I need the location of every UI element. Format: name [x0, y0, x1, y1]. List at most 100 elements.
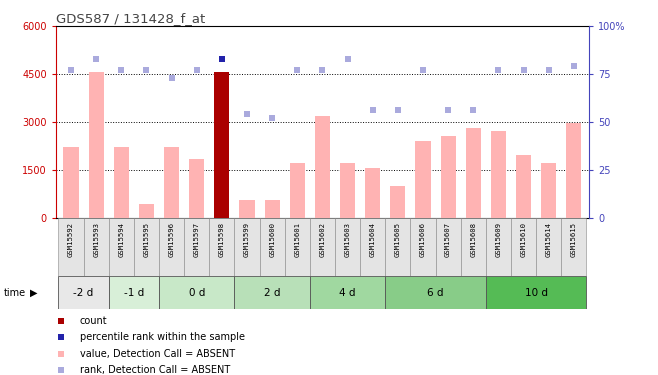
Bar: [386, 276, 486, 309]
Point: [166, 75, 177, 81]
Bar: [134, 217, 159, 276]
Text: GSM15614: GSM15614: [545, 222, 551, 256]
Bar: [486, 217, 511, 276]
Point: [367, 107, 378, 113]
Bar: [390, 186, 405, 218]
Point: [56, 351, 66, 357]
Point: [393, 107, 403, 113]
Text: GSM15606: GSM15606: [420, 222, 426, 256]
Text: GSM15592: GSM15592: [68, 222, 74, 256]
Point: [418, 67, 428, 73]
Bar: [109, 217, 134, 276]
Text: GSM15609: GSM15609: [495, 222, 501, 256]
Bar: [209, 217, 234, 276]
Text: value, Detection Call = ABSENT: value, Detection Call = ABSENT: [80, 349, 235, 358]
Text: GSM15615: GSM15615: [571, 222, 577, 256]
Bar: [215, 72, 230, 217]
Text: GSM15603: GSM15603: [345, 222, 351, 256]
Bar: [84, 217, 109, 276]
Text: percentile rank within the sample: percentile rank within the sample: [80, 332, 245, 342]
Text: GSM15595: GSM15595: [143, 222, 149, 256]
Text: 4 d: 4 d: [340, 288, 356, 297]
Bar: [536, 217, 561, 276]
Point: [544, 67, 554, 73]
Bar: [265, 200, 280, 217]
Text: GSM15610: GSM15610: [520, 222, 526, 256]
Bar: [159, 217, 184, 276]
Point: [519, 67, 529, 73]
Bar: [436, 217, 461, 276]
Bar: [114, 147, 129, 218]
Bar: [290, 164, 305, 218]
Bar: [415, 141, 430, 218]
Point: [56, 334, 66, 340]
Bar: [234, 276, 310, 309]
Bar: [386, 217, 411, 276]
Bar: [411, 217, 436, 276]
Text: GSM15604: GSM15604: [370, 222, 376, 256]
Bar: [234, 217, 259, 276]
Text: GSM15596: GSM15596: [168, 222, 174, 256]
Text: GSM15597: GSM15597: [193, 222, 200, 256]
Point: [116, 67, 126, 73]
Point: [317, 67, 328, 73]
Point: [216, 56, 227, 62]
Bar: [159, 276, 234, 309]
Text: GSM15593: GSM15593: [93, 222, 99, 256]
Text: GSM15608: GSM15608: [470, 222, 476, 256]
Point: [267, 115, 278, 121]
Point: [342, 56, 353, 62]
Point: [468, 107, 478, 113]
Point: [141, 67, 152, 73]
Text: 10 d: 10 d: [524, 288, 547, 297]
Text: -1 d: -1 d: [124, 288, 144, 297]
Text: GSM15605: GSM15605: [395, 222, 401, 256]
Point: [191, 67, 202, 73]
Text: 0 d: 0 d: [189, 288, 205, 297]
Text: ▶: ▶: [30, 288, 38, 297]
Point: [443, 107, 453, 113]
Bar: [59, 276, 109, 309]
Bar: [310, 217, 335, 276]
Bar: [360, 217, 386, 276]
Text: -2 d: -2 d: [74, 288, 93, 297]
Bar: [441, 136, 455, 218]
Bar: [109, 276, 159, 309]
Point: [292, 67, 303, 73]
Bar: [466, 128, 481, 217]
Bar: [285, 217, 310, 276]
Bar: [561, 217, 586, 276]
Text: GDS587 / 131428_f_at: GDS587 / 131428_f_at: [56, 12, 205, 25]
Bar: [259, 217, 285, 276]
Text: GSM15601: GSM15601: [294, 222, 300, 256]
Point: [56, 318, 66, 324]
Bar: [491, 132, 506, 218]
Bar: [486, 276, 586, 309]
Point: [493, 67, 503, 73]
Bar: [335, 217, 360, 276]
Text: GSM15599: GSM15599: [244, 222, 250, 256]
Bar: [315, 116, 330, 218]
Bar: [190, 159, 204, 218]
Text: 6 d: 6 d: [427, 288, 443, 297]
Point: [241, 111, 252, 117]
Bar: [461, 217, 486, 276]
Text: GSM15607: GSM15607: [445, 222, 451, 256]
Text: count: count: [80, 316, 107, 326]
Bar: [567, 123, 582, 218]
Point: [66, 67, 76, 73]
Text: GSM15594: GSM15594: [118, 222, 124, 256]
Bar: [365, 168, 380, 217]
Bar: [184, 217, 209, 276]
Text: GSM15598: GSM15598: [219, 222, 225, 256]
Bar: [511, 217, 536, 276]
Text: GSM15602: GSM15602: [319, 222, 326, 256]
Bar: [240, 200, 255, 217]
Point: [569, 63, 579, 69]
Bar: [59, 217, 84, 276]
Bar: [63, 147, 78, 218]
Bar: [139, 204, 154, 218]
Bar: [516, 155, 531, 218]
Text: 2 d: 2 d: [264, 288, 280, 297]
Text: rank, Detection Call = ABSENT: rank, Detection Call = ABSENT: [80, 365, 230, 375]
